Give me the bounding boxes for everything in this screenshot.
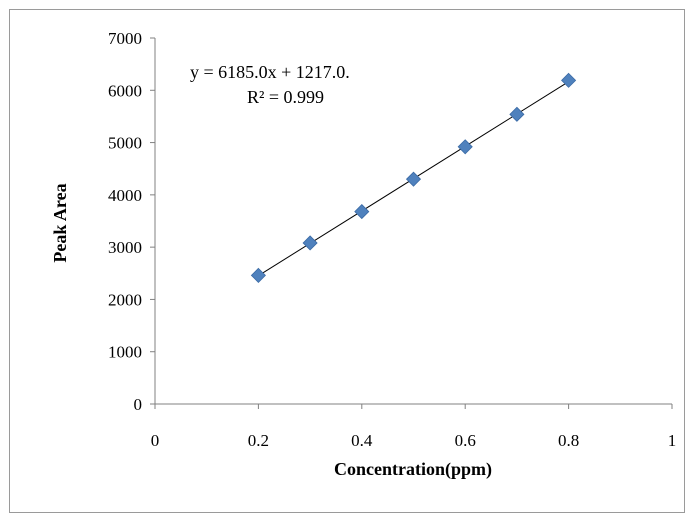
x-tick-label: 0.8 bbox=[558, 431, 579, 450]
y-tick-label: 0 bbox=[134, 395, 143, 414]
x-tick-label: 0.2 bbox=[248, 431, 269, 450]
chart-frame bbox=[9, 9, 685, 513]
y-tick-label: 3000 bbox=[108, 238, 142, 257]
r-squared-label: R² = 0.999 bbox=[247, 87, 324, 107]
data-point bbox=[405, 171, 422, 187]
axes bbox=[154, 38, 672, 405]
y-ticks: 0 1000 2000 3000 4000 5000 6000 7000 bbox=[108, 29, 155, 414]
x-tick-label: 1 bbox=[668, 431, 677, 450]
y-tick-label: 7000 bbox=[108, 29, 142, 48]
x-tick-label: 0 bbox=[151, 431, 160, 450]
x-tick-label: 0.6 bbox=[455, 431, 476, 450]
data-point bbox=[509, 106, 525, 122]
data-point bbox=[354, 204, 370, 220]
x-ticks: 0 0.2 0.4 0.6 0.8 1 bbox=[151, 404, 677, 450]
y-tick-label: 5000 bbox=[108, 134, 142, 153]
data-point bbox=[302, 235, 318, 251]
y-axis-title: Peak Area bbox=[50, 183, 70, 262]
y-tick-label: 2000 bbox=[108, 290, 142, 309]
trendline-equation: y = 6185.0x + 1217.0. bbox=[190, 62, 350, 82]
y-tick-label: 1000 bbox=[108, 343, 142, 362]
data-points bbox=[250, 72, 577, 283]
y-tick-label: 4000 bbox=[108, 186, 142, 205]
x-axis-title: Concentration(ppm) bbox=[334, 459, 492, 480]
data-point bbox=[250, 267, 266, 283]
x-tick-label: 0.4 bbox=[351, 431, 373, 450]
data-point bbox=[561, 72, 577, 88]
data-point bbox=[457, 139, 473, 155]
y-tick-label: 6000 bbox=[108, 81, 142, 100]
